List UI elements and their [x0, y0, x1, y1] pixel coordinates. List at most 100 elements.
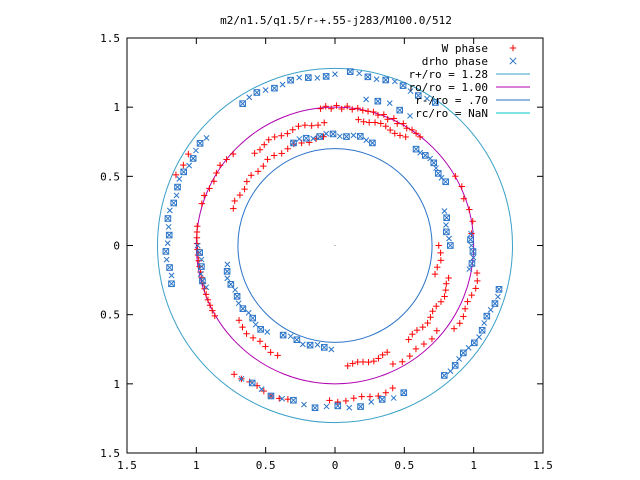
w-phase-point	[342, 397, 350, 405]
w-phase-point	[247, 172, 255, 179]
drho-phase-point	[440, 372, 448, 379]
w-phase-point	[375, 392, 382, 400]
w-phase-point	[249, 334, 257, 342]
x-tick-label: 0	[332, 459, 339, 472]
drho-phase-point	[271, 84, 278, 92]
w-phase-point	[429, 307, 436, 315]
w-phase-point	[308, 122, 315, 129]
drho-phase-point	[495, 286, 503, 293]
drho-phase-point	[199, 277, 206, 285]
drho-phase-point	[310, 135, 317, 142]
w-phase-point	[354, 105, 361, 112]
drho-phase-point	[163, 256, 170, 263]
circle-0	[157, 67, 513, 424]
drho-phase-point	[396, 106, 404, 114]
drho-phase-point	[357, 403, 364, 410]
w-phase-point	[469, 218, 476, 225]
drho-phase-point	[296, 74, 303, 81]
drho-phase-point	[369, 139, 376, 147]
drho-phase-point	[441, 208, 448, 214]
w-phase-point	[400, 120, 407, 127]
w-phase-point	[437, 249, 444, 257]
w-phase-point	[391, 130, 398, 137]
drho-phase-point	[165, 223, 172, 230]
w-phase-point	[210, 178, 218, 185]
circle-1	[195, 106, 475, 385]
drho-phase-point	[421, 152, 429, 159]
drho-phase-point	[433, 165, 439, 172]
drho-phase-point	[314, 341, 321, 348]
drho-phase-point	[469, 248, 477, 255]
w-phase-point	[445, 274, 452, 282]
legend-label: r+/ro = 1.28	[409, 68, 488, 81]
drho-phase-point	[363, 96, 370, 103]
w-phase-point	[402, 133, 409, 141]
w-phase-point	[412, 345, 420, 353]
w-phase-point	[390, 115, 398, 122]
w-phase-point	[256, 338, 264, 345]
w-phase-point	[202, 291, 210, 298]
drho-phase-point	[189, 155, 197, 162]
w-phase-point	[456, 320, 463, 327]
w-phase-point	[370, 108, 377, 116]
y-tick-label: 1.5	[100, 447, 120, 460]
w-phase-point	[236, 191, 244, 199]
drho-phase-point	[481, 320, 488, 326]
w-phase-point	[419, 323, 426, 331]
w-phase-point	[262, 343, 269, 350]
w-phase-point	[284, 130, 291, 137]
drho-phase-point	[407, 88, 414, 95]
w-phase-point	[209, 307, 216, 314]
drho-phase-point	[391, 78, 398, 85]
w-phase-point	[434, 263, 441, 271]
w-phase-point	[366, 119, 373, 126]
w-phase-point	[442, 286, 449, 294]
w-phase-point	[370, 357, 378, 365]
w-phase-point	[424, 319, 431, 327]
drho-phase-point	[176, 175, 183, 182]
w-phase-point	[433, 302, 440, 310]
drho-phase-point	[390, 395, 397, 401]
w-phase-point	[231, 197, 238, 205]
w-phase-point	[185, 150, 192, 158]
w-phase-point	[371, 119, 379, 126]
w-phase-point	[389, 384, 396, 392]
drho-phase-point	[168, 272, 175, 279]
w-phase-point	[216, 162, 224, 169]
w-phase-point	[301, 121, 309, 129]
y-tick-label: 0.5	[100, 309, 120, 322]
drho-phase-point	[487, 306, 494, 313]
w-phase-point	[278, 132, 285, 139]
drho-phase-point	[224, 261, 231, 268]
drho-phase-point	[343, 133, 350, 140]
drho-phase-point	[323, 403, 330, 410]
w-phase-point	[271, 133, 278, 141]
drho-phase-point	[293, 336, 301, 344]
w-phase-point	[406, 352, 413, 360]
drho-phase-point	[386, 100, 393, 107]
w-phase-point	[412, 130, 420, 137]
y-tick-label: 1	[113, 378, 120, 391]
w-phase-point	[433, 327, 441, 334]
drho-phase-point	[363, 137, 370, 144]
w-phase-point	[241, 185, 248, 193]
drho-phase-point	[198, 263, 205, 270]
drho-phase-point	[168, 280, 175, 288]
w-phase-point	[384, 116, 391, 123]
w-phase-point	[427, 314, 434, 321]
w-phase-point	[265, 136, 272, 143]
x-tick-label: 1	[470, 459, 477, 472]
drho-phase-point	[350, 132, 357, 139]
drho-phase-point	[332, 71, 338, 78]
w-phase-point	[394, 120, 401, 127]
drho-phase-point	[346, 68, 354, 75]
drho-phase-point	[239, 100, 246, 107]
drho-phase-point	[194, 242, 201, 249]
w-phase-point	[420, 340, 428, 348]
drho-phase-point	[227, 281, 235, 288]
x-tick-label: 0.5	[394, 459, 414, 472]
y-tick-label: 0.5	[100, 170, 120, 183]
drho-phase-point	[258, 386, 265, 393]
w-phase-point	[284, 396, 292, 403]
w-phase-point	[405, 336, 412, 343]
